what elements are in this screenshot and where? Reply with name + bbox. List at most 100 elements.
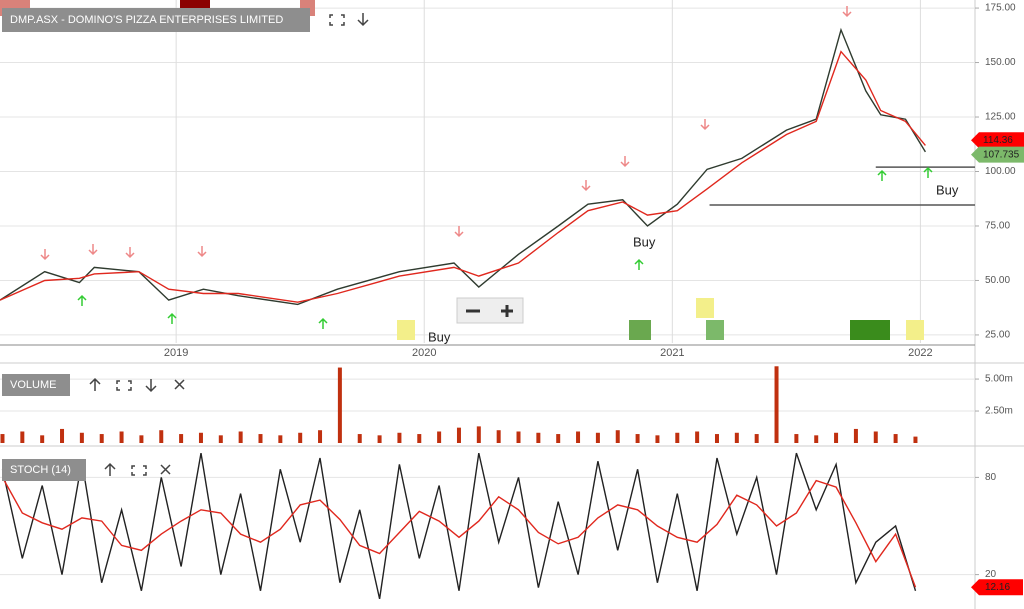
sell-arrow: [454, 226, 464, 238]
volume-bar: [536, 432, 541, 443]
volume-bar: [397, 432, 402, 443]
buy-arrow: [167, 312, 177, 324]
annotation: Buy: [936, 182, 959, 197]
volume-bar: [298, 432, 303, 443]
sell-arrow: [581, 180, 591, 192]
buy-arrow: [318, 317, 328, 329]
y-tick-label: 80: [985, 472, 997, 483]
buy-arrow: [634, 258, 644, 270]
y-tick-label: 75.00: [985, 221, 1010, 232]
volume-bar: [119, 431, 124, 443]
close-icon[interactable]: [174, 379, 185, 390]
down-icon[interactable]: [357, 13, 369, 27]
annotation: Buy: [428, 329, 451, 344]
volume-bar: [40, 435, 45, 443]
fullscreen-icon[interactable]: [116, 380, 132, 391]
sell-arrow: [88, 244, 98, 256]
toolbar-icons[interactable]: [329, 13, 369, 27]
volume-bar: [655, 435, 660, 443]
marker: [629, 320, 651, 340]
volume-bar: [595, 432, 600, 443]
buy-arrow: [877, 169, 887, 181]
sell-arrow: [40, 249, 50, 261]
close-icon[interactable]: [160, 464, 171, 475]
volume-bar: [0, 434, 5, 443]
volume-bar: [695, 431, 700, 443]
volume-bar: [576, 431, 581, 443]
volume-bar: [754, 434, 759, 443]
fullscreen-icon[interactable]: [131, 465, 147, 476]
sell-arrow: [842, 6, 852, 18]
toolbar-icons[interactable]: [89, 377, 185, 393]
volume-bar: [79, 432, 84, 443]
volume-bar: [834, 432, 839, 443]
x-tick-label: 2022: [908, 347, 932, 359]
series-line: [0, 50, 926, 303]
y-tick-label: 50.00: [985, 275, 1010, 286]
down-icon[interactable]: [145, 379, 157, 393]
stoch-title: STOCH (14): [10, 464, 71, 476]
series-line: [1, 452, 917, 600]
series-line: [1, 477, 917, 588]
value-label: 12.16: [985, 582, 1010, 593]
volume-bar: [794, 434, 799, 443]
sell-arrow: [620, 156, 630, 168]
price-tag: [971, 146, 1024, 163]
chart-title: DMP.ASX - DOMINO'S PIZZA ENTERPRISES LIM…: [10, 14, 283, 26]
volume-bar: [456, 427, 461, 443]
x-tick-label: 2019: [164, 347, 188, 359]
volume-bar: [913, 436, 918, 443]
y-tick-label: 125.00: [985, 112, 1016, 123]
volume-bar: [159, 430, 164, 443]
zoom-in[interactable]: [501, 305, 513, 317]
y-tick-label: 100.00: [985, 166, 1016, 177]
volume-bar: [675, 432, 680, 443]
volume-bar: [377, 435, 382, 443]
y-tick-label: 20: [985, 569, 997, 580]
volume-title: VOLUME: [10, 379, 56, 391]
volume-bar: [278, 435, 283, 443]
title-box: [2, 459, 86, 481]
y-tick-label: 5.00m: [985, 374, 1013, 385]
volume-bar: [99, 434, 104, 443]
signal-markers: [397, 298, 924, 340]
volume-bar: [873, 431, 878, 443]
volume-bar: [139, 435, 144, 443]
volume-bar: [198, 432, 203, 443]
marker: [397, 320, 415, 340]
volume-bar: [734, 432, 739, 443]
volume-bar: [774, 366, 779, 443]
fullscreen-icon[interactable]: [329, 14, 345, 26]
x-tick-label: 2021: [660, 347, 684, 359]
price-label: 107.735: [983, 149, 1020, 160]
price-tag: [971, 132, 1024, 149]
toolbar-icons[interactable]: [104, 462, 171, 476]
volume-bar: [893, 434, 898, 443]
volume-bar: [337, 367, 342, 443]
volume-bar: [238, 431, 243, 443]
marker: [850, 320, 890, 340]
buy-arrow: [77, 294, 87, 306]
up-icon[interactable]: [104, 462, 116, 476]
volume-bar: [60, 428, 65, 443]
series-line: [0, 27, 926, 306]
volume-bar: [615, 430, 620, 443]
volume-bar: [476, 426, 481, 443]
marker: [706, 320, 724, 340]
y-tick-label: 175.00: [985, 3, 1016, 14]
marker: [906, 320, 924, 340]
annotation: Buy: [633, 234, 656, 249]
volume-bar: [20, 431, 25, 443]
title-box: [2, 374, 70, 396]
zoom-control[interactable]: [456, 297, 524, 324]
volume-bar: [853, 428, 858, 443]
y-tick-label: 25.00: [985, 330, 1010, 341]
buy-arrow: [923, 166, 933, 178]
sell-arrow: [700, 119, 710, 131]
volume-bar: [258, 434, 263, 443]
title-box: [2, 8, 310, 32]
volume-bar: [516, 431, 521, 443]
volume-bar: [179, 434, 184, 443]
up-icon[interactable]: [89, 377, 101, 391]
